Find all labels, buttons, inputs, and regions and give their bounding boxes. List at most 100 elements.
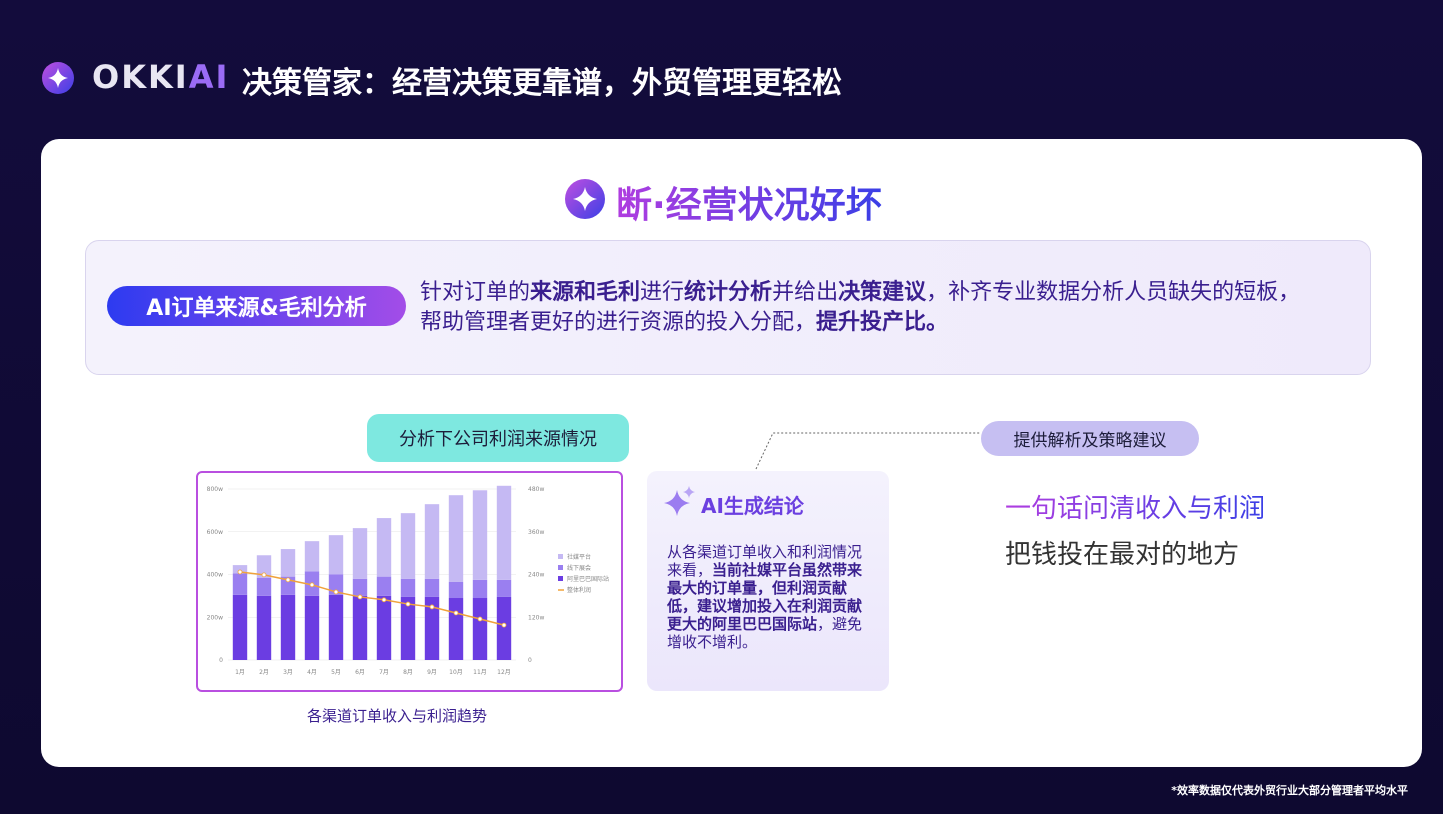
bar (280, 594, 296, 660)
text-segment: 进行 (640, 280, 685, 305)
bar (376, 518, 392, 577)
bar (424, 578, 440, 597)
legend-swatch (558, 576, 563, 581)
bar (256, 595, 272, 660)
text-segment: ，补齐专业数据分析人员缺失的短板，帮助管理者更好的进行资源的投入分配， (420, 280, 1301, 335)
line-point (477, 616, 483, 622)
line-point (285, 577, 291, 583)
y-tick-label: 400w (207, 572, 223, 579)
legend-label: 阿里巴巴国际站 (567, 575, 609, 583)
feature-description: 针对订单的来源和毛利进行统计分析并给出决策建议，补齐专业数据分析人员缺失的短板，… (420, 278, 1310, 338)
bar (424, 504, 440, 579)
x-tick-label: 8月 (403, 669, 413, 676)
bar (400, 578, 416, 597)
bar (304, 541, 320, 572)
line-point (237, 569, 243, 575)
text-segment: 决策建议 (838, 280, 927, 305)
y-tick-label: 200w (207, 614, 223, 621)
x-tick-label: 11月 (473, 669, 487, 676)
text-segment: 提升投产比。 (816, 310, 949, 335)
text-segment: 当前社媒平台虽然带来最大的订单量，但利润贡献低，建议增加投入在利润贡献更大的阿里… (667, 561, 863, 633)
bar (232, 565, 248, 574)
feature-label: AI订单来源&毛利分析 (107, 286, 406, 326)
text-segment: ，避免增收不增利。 (667, 615, 863, 651)
ai-card (647, 471, 889, 691)
x-tick-label: 4月 (307, 669, 317, 676)
bar (448, 581, 464, 599)
logo-ai: AI (188, 58, 230, 96)
text-segment: 统计分析 (684, 280, 773, 305)
ai-card-text: 从各渠道订单收入和利润情况来看，当前社媒平台虽然带来最大的订单量，但利润贡献低，… (667, 543, 867, 651)
legend-label: 社媒平台 (567, 553, 591, 561)
logo: OKKIAI (92, 58, 229, 96)
line-point (429, 604, 435, 610)
bar (352, 595, 368, 660)
bar (400, 513, 416, 579)
bar (496, 596, 512, 660)
insight-pill: 提供解析及策略建议 (981, 421, 1199, 456)
line-point (261, 572, 267, 578)
bar (328, 574, 344, 595)
text-segment: 从各渠道订单收入和利润情况来看， (667, 543, 863, 579)
footnote: *效率数据仅代表外贸行业大部分管理者平均水平 (1171, 784, 1408, 797)
bar (448, 495, 464, 582)
y2-tick-label: 0 (528, 657, 532, 664)
bar (256, 577, 272, 596)
connector (755, 432, 981, 470)
legend-swatch (558, 554, 563, 559)
bar (304, 595, 320, 660)
bar (472, 598, 488, 660)
y-tick-label: 600w (207, 529, 223, 536)
x-tick-label: 5月 (331, 669, 341, 676)
line-point (309, 582, 315, 588)
logo-text: OKKI (92, 58, 189, 96)
text-segment: 并给出 (772, 280, 839, 305)
bar (424, 596, 440, 660)
y2-tick-label: 120w (528, 614, 544, 621)
line (239, 571, 505, 626)
bar (328, 594, 344, 660)
section-icon (565, 179, 605, 219)
bar (328, 535, 344, 575)
bar (472, 490, 488, 580)
bar (400, 596, 416, 660)
y2-tick-label: 240w (528, 572, 544, 579)
x-tick-label: 2月 (259, 669, 269, 676)
line-point (333, 589, 339, 595)
chart-title: 各渠道订单收入与利润趋势 (306, 707, 487, 725)
bar (496, 579, 512, 597)
bar (448, 598, 464, 660)
x-tick-label: 7月 (379, 669, 389, 676)
bar (256, 555, 272, 578)
chart: 0 200w 400w 600w 800w 0 120w 240w 360w 480w 1月 2月 3月… (207, 485, 609, 676)
bar (232, 594, 248, 660)
ai-icon (664, 486, 695, 516)
line-point (405, 601, 411, 607)
bar (496, 485, 512, 580)
bar (280, 549, 296, 577)
line-point (357, 594, 363, 600)
legend-label: 整体利润 (567, 586, 591, 594)
x-tick-label: 12月 (497, 669, 511, 676)
bar (376, 595, 392, 660)
bar (352, 528, 368, 579)
legend-label: 线下展会 (567, 564, 591, 572)
x-tick-label: 1月 (235, 669, 245, 676)
header-title: 决策管家：经营决策更靠谱，外贸管理更轻松 (242, 66, 842, 101)
ai-card-title: AI生成结论 (701, 494, 804, 518)
bar (376, 576, 392, 596)
insight-secondary: 把钱投在最对的地方 (1005, 540, 1240, 570)
bar (232, 573, 248, 595)
analysis-pill: 分析下公司利润来源情况 (367, 414, 629, 462)
x-tick-label: 3月 (283, 669, 293, 676)
bar (352, 578, 368, 596)
line-point (501, 622, 507, 628)
y2-tick-label: 360w (528, 529, 544, 536)
insight-primary: 一句话问清收入与利润 (1005, 488, 1265, 525)
y-tick-label: 800w (207, 486, 223, 493)
section-title: 断·经营状况好坏 (616, 176, 882, 228)
line-point (453, 610, 459, 616)
bar (472, 579, 488, 599)
x-tick-label: 10月 (449, 669, 463, 676)
